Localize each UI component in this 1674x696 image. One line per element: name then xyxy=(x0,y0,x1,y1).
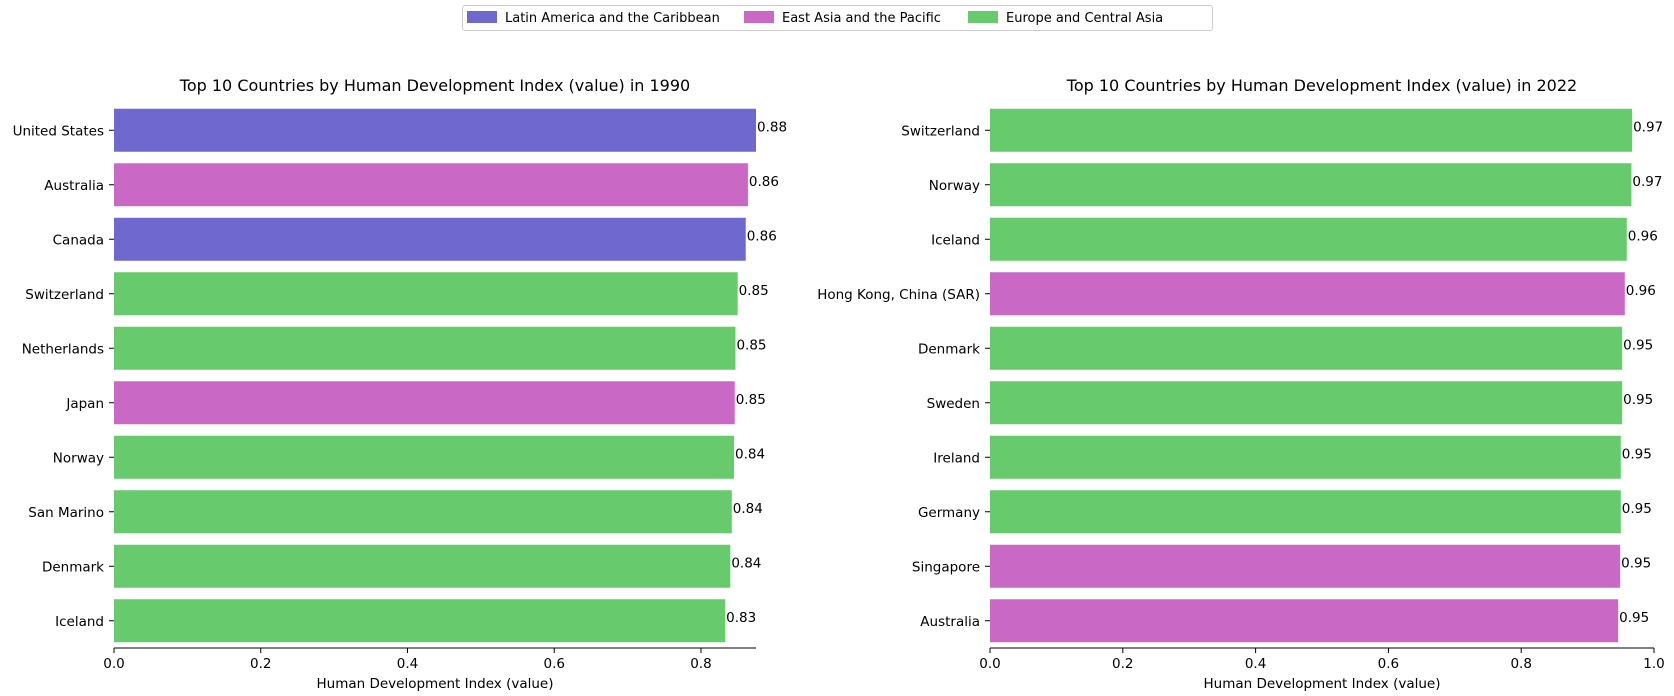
x-tick-label: 0.0 xyxy=(979,656,1000,672)
category-label: Germany xyxy=(918,505,980,521)
value-label: 0.97 xyxy=(1633,119,1663,135)
category-label: Iceland xyxy=(55,614,104,630)
value-label: 0.86 xyxy=(747,228,777,244)
value-label: 0.85 xyxy=(739,283,769,299)
bar xyxy=(990,435,1621,479)
category-label: Iceland xyxy=(931,232,980,248)
chart-2022: Top 10 Countries by Human Development In… xyxy=(817,76,1665,692)
value-label: 0.95 xyxy=(1622,446,1652,462)
bar xyxy=(114,163,748,207)
legend-label: East Asia and the Pacific xyxy=(782,11,941,26)
category-label: Australia xyxy=(44,178,104,194)
value-label: 0.95 xyxy=(1622,501,1652,517)
value-label: 0.95 xyxy=(1623,392,1653,408)
value-label: 0.95 xyxy=(1619,610,1649,626)
bar xyxy=(990,272,1625,316)
value-label: 0.97 xyxy=(1632,174,1662,190)
category-label: Denmark xyxy=(918,341,980,357)
category-label: Norway xyxy=(929,178,980,194)
category-label: Sweden xyxy=(927,396,980,412)
bar xyxy=(990,381,1623,425)
legend: Latin America and the Caribbean East Asi… xyxy=(462,5,1213,31)
x-tick-label: 0.2 xyxy=(1112,656,1133,672)
legend-label: Latin America and the Caribbean xyxy=(505,11,720,26)
category-label: Switzerland xyxy=(25,287,104,303)
bar xyxy=(990,326,1623,370)
x-tick-label: 0.8 xyxy=(1510,656,1531,672)
bar xyxy=(114,490,732,534)
bar xyxy=(114,272,738,316)
bar xyxy=(990,490,1621,534)
x-tick-label: 0.4 xyxy=(1245,656,1266,672)
value-label: 0.84 xyxy=(733,501,763,517)
value-label: 0.96 xyxy=(1626,283,1656,299)
chart-1990: Top 10 Countries by Human Development In… xyxy=(13,76,787,692)
bar xyxy=(114,381,735,425)
legend-swatch xyxy=(968,11,998,23)
bar xyxy=(114,435,734,479)
category-label: Norway xyxy=(53,450,104,466)
x-tick-label: 0.6 xyxy=(543,656,564,672)
value-label: 0.95 xyxy=(1621,555,1651,571)
category-label: Australia xyxy=(920,614,980,630)
category-label: Japan xyxy=(65,396,104,412)
x-axis-label: Human Development Index (value) xyxy=(1203,676,1440,692)
x-tick-label: 0.4 xyxy=(397,656,418,672)
category-label: United States xyxy=(13,123,104,139)
chart-title: Top 10 Countries by Human Development In… xyxy=(1066,76,1577,95)
value-label: 0.85 xyxy=(736,337,766,353)
bar xyxy=(114,599,726,643)
bar xyxy=(990,544,1621,588)
legend-swatch xyxy=(467,11,497,23)
value-label: 0.85 xyxy=(736,392,766,408)
x-tick-label: 0.0 xyxy=(103,656,124,672)
bar xyxy=(114,108,756,152)
category-label: San Marino xyxy=(28,505,104,521)
legend-item-latin-america: Latin America and the Caribbean xyxy=(467,11,720,27)
legend-item-east-asia: East Asia and the Pacific xyxy=(744,11,941,27)
x-tick-label: 1.0 xyxy=(1643,656,1664,672)
value-label: 0.84 xyxy=(731,555,761,571)
bar xyxy=(990,163,1632,207)
value-label: 0.84 xyxy=(735,446,765,462)
bar xyxy=(990,108,1633,152)
category-label: Hong Kong, China (SAR) xyxy=(817,287,980,303)
x-tick-label: 0.2 xyxy=(250,656,271,672)
value-label: 0.86 xyxy=(749,174,779,190)
category-label: Netherlands xyxy=(22,341,104,357)
bar xyxy=(990,217,1627,261)
category-label: Switzerland xyxy=(901,123,980,139)
value-label: 0.95 xyxy=(1623,337,1653,353)
value-label: 0.96 xyxy=(1628,228,1658,244)
chart-title: Top 10 Countries by Human Development In… xyxy=(179,76,690,95)
bar xyxy=(990,599,1619,643)
x-tick-label: 0.6 xyxy=(1378,656,1399,672)
category-label: Singapore xyxy=(912,559,980,575)
value-label: 0.88 xyxy=(757,119,787,135)
x-tick-label: 0.8 xyxy=(690,656,711,672)
legend-item-europe: Europe and Central Asia xyxy=(968,11,1163,27)
bar xyxy=(114,326,736,370)
bar xyxy=(114,217,746,261)
bar xyxy=(114,544,731,588)
value-label: 0.83 xyxy=(726,610,756,626)
category-label: Ireland xyxy=(933,450,980,466)
category-label: Denmark xyxy=(42,559,104,575)
category-label: Canada xyxy=(53,232,104,248)
legend-label: Europe and Central Asia xyxy=(1006,11,1164,26)
x-axis-label: Human Development Index (value) xyxy=(316,676,553,692)
legend-swatch xyxy=(744,11,774,23)
